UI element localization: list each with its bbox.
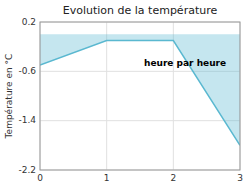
plot-area [40, 22, 240, 170]
plot-frame [40, 22, 240, 170]
y-tick-label: 0.2 [22, 17, 36, 27]
y-axis-label: Température en °C [4, 54, 14, 140]
y-tick-label: -0.6 [18, 66, 36, 76]
grid [40, 22, 240, 170]
x-tick-label: 2 [170, 173, 176, 183]
x-tick-label: 3 [237, 173, 243, 183]
area-fill [40, 34, 240, 145]
chart: 0.2 -0.6 -1.4 -2.20 1 2 3 Evolution de la tempé… [0, 0, 250, 188]
x-tick-label: 1 [104, 173, 110, 183]
x-tick-label: 0 [37, 173, 43, 183]
area-line [40, 41, 240, 146]
grid-line-x [106, 22, 107, 170]
data-group [40, 34, 240, 145]
title: Evolution de la température [63, 4, 218, 17]
y-tick-label: -1.4 [18, 115, 36, 125]
grid-line-y [40, 120, 240, 121]
grid-line-x [173, 22, 174, 170]
y-tick-label: -2.2 [18, 165, 36, 175]
annotation: heure par heure [144, 58, 226, 68]
